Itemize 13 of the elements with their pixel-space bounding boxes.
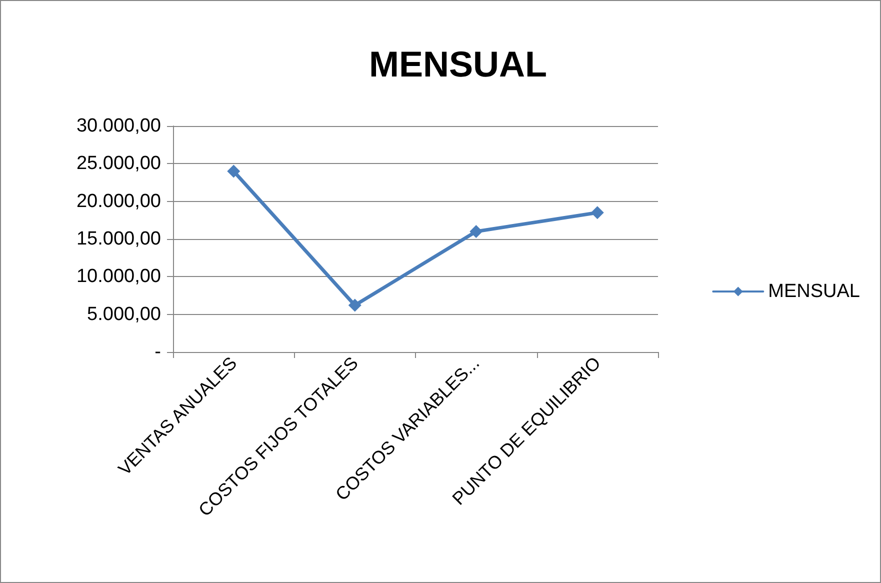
chart-title: MENSUAL — [369, 44, 547, 84]
y-tick-label: - — [154, 342, 161, 362]
y-tick-label: 15.000,00 — [76, 228, 161, 250]
y-tick-label: 5.000,00 — [87, 304, 161, 325]
legend-label: MENSUAL — [768, 281, 860, 302]
y-tick-label: 30.000,00 — [76, 116, 161, 136]
point — [590, 206, 604, 220]
point — [227, 164, 240, 178]
point — [470, 224, 483, 238]
y-tick-label: 20.000,00 — [76, 190, 161, 212]
y-tick-label: 25.000,00 — [76, 153, 161, 174]
y-tick-label: 10.000,00 — [76, 266, 161, 288]
point — [348, 298, 362, 312]
